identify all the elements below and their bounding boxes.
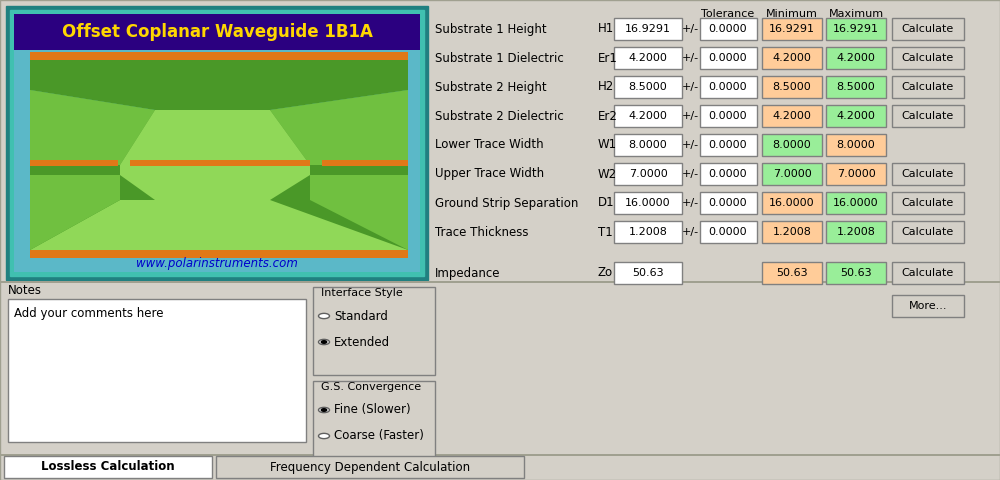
- Text: 50.63: 50.63: [840, 268, 872, 278]
- Text: Maximum: Maximum: [828, 9, 884, 19]
- Text: W1: W1: [196, 269, 214, 279]
- Text: 16.9291: 16.9291: [625, 24, 671, 34]
- Text: 16.0000: 16.0000: [769, 198, 815, 208]
- Text: 0.0000: 0.0000: [709, 111, 747, 121]
- Text: 0.0000: 0.0000: [709, 82, 747, 92]
- Text: Er2: Er2: [66, 106, 87, 119]
- Text: Add your comments here: Add your comments here: [14, 307, 164, 320]
- Text: Tolerance: Tolerance: [701, 9, 755, 19]
- Text: 1.2008: 1.2008: [837, 227, 875, 237]
- Text: 7.0000: 7.0000: [837, 169, 875, 179]
- Text: Calculate: Calculate: [902, 268, 954, 278]
- Text: T1: T1: [408, 51, 422, 61]
- Text: 8.5000: 8.5000: [837, 82, 875, 92]
- Text: Substrate 2 Height: Substrate 2 Height: [435, 81, 547, 94]
- Text: +/-: +/-: [681, 140, 699, 150]
- Text: 7.0000: 7.0000: [629, 169, 667, 179]
- Text: Calculate: Calculate: [902, 24, 954, 34]
- Text: +/-: +/-: [681, 24, 699, 34]
- Text: H1: H1: [598, 23, 614, 36]
- Text: 8.0000: 8.0000: [629, 140, 667, 150]
- Text: Zo: Zo: [598, 266, 613, 279]
- Text: Substrate 2 Dielectric: Substrate 2 Dielectric: [435, 109, 564, 122]
- Text: Calculate: Calculate: [902, 169, 954, 179]
- Text: T1: T1: [598, 226, 613, 239]
- Text: Upper Trace Width: Upper Trace Width: [435, 168, 544, 180]
- Text: Lossless Calculation: Lossless Calculation: [41, 460, 175, 473]
- Text: 4.2000: 4.2000: [629, 53, 667, 63]
- Text: More...: More...: [909, 301, 947, 311]
- Text: 0.0000: 0.0000: [709, 227, 747, 237]
- Text: W2: W2: [166, 26, 184, 36]
- Text: Calculate: Calculate: [902, 227, 954, 237]
- Text: Lower Trace Width: Lower Trace Width: [435, 139, 544, 152]
- Text: 0.0000: 0.0000: [709, 140, 747, 150]
- Text: Er2: Er2: [598, 109, 618, 122]
- Text: 4.2000: 4.2000: [773, 53, 811, 63]
- Text: Calculate: Calculate: [902, 53, 954, 63]
- Text: W2: W2: [598, 168, 617, 180]
- Text: 4.2000: 4.2000: [629, 111, 667, 121]
- Text: Calculate: Calculate: [902, 111, 954, 121]
- Text: 1.2008: 1.2008: [773, 227, 811, 237]
- Text: Substrate 1 Height: Substrate 1 Height: [435, 23, 547, 36]
- Text: Notes: Notes: [8, 285, 42, 298]
- Text: Calculate: Calculate: [902, 198, 954, 208]
- Text: +/-: +/-: [681, 53, 699, 63]
- Text: +/-: +/-: [681, 169, 699, 179]
- Text: 8.0000: 8.0000: [773, 140, 811, 150]
- Text: D1: D1: [598, 196, 615, 209]
- Text: Interface Style: Interface Style: [321, 288, 403, 298]
- Text: D1: D1: [232, 26, 248, 36]
- Text: Minimum: Minimum: [766, 9, 818, 19]
- Text: 0.0000: 0.0000: [709, 198, 747, 208]
- Text: 16.0000: 16.0000: [833, 198, 879, 208]
- Text: +/-: +/-: [681, 111, 699, 121]
- Text: 7.0000: 7.0000: [773, 169, 811, 179]
- Text: 8.0000: 8.0000: [837, 140, 875, 150]
- Text: 50.63: 50.63: [632, 268, 664, 278]
- Text: Extended: Extended: [334, 336, 390, 348]
- Text: H1: H1: [13, 206, 28, 216]
- Text: 4.2000: 4.2000: [773, 111, 811, 121]
- Text: 0.0000: 0.0000: [709, 169, 747, 179]
- Text: 0.0000: 0.0000: [709, 53, 747, 63]
- Text: Ground Strip Separation: Ground Strip Separation: [435, 196, 578, 209]
- Text: +/-: +/-: [681, 198, 699, 208]
- Text: Trace Thickness: Trace Thickness: [435, 226, 528, 239]
- Text: 8.5000: 8.5000: [629, 82, 667, 92]
- Text: 4.2000: 4.2000: [837, 53, 875, 63]
- Text: Fine (Slower): Fine (Slower): [334, 404, 411, 417]
- Text: 1.2008: 1.2008: [629, 227, 667, 237]
- Text: 50.63: 50.63: [776, 268, 808, 278]
- Text: 16.0000: 16.0000: [625, 198, 671, 208]
- Text: Coarse (Faster): Coarse (Faster): [334, 430, 424, 443]
- Text: 0.0000: 0.0000: [709, 24, 747, 34]
- Text: H2: H2: [598, 81, 614, 94]
- Text: Substrate 1 Dielectric: Substrate 1 Dielectric: [435, 51, 564, 64]
- Text: 4.2000: 4.2000: [837, 111, 875, 121]
- Text: www.polarinstruments.com: www.polarinstruments.com: [136, 256, 298, 269]
- Text: +/-: +/-: [681, 82, 699, 92]
- Text: Calculate: Calculate: [902, 82, 954, 92]
- Text: +/-: +/-: [681, 227, 699, 237]
- Text: Frequency Dependent Calculation: Frequency Dependent Calculation: [270, 460, 470, 473]
- Text: Er1: Er1: [66, 204, 87, 216]
- Text: 8.5000: 8.5000: [773, 82, 811, 92]
- Text: Impedance: Impedance: [435, 266, 501, 279]
- Text: 16.9291: 16.9291: [833, 24, 879, 34]
- Text: H2: H2: [13, 107, 28, 117]
- Text: Standard: Standard: [334, 310, 388, 323]
- Text: G.S. Convergence: G.S. Convergence: [321, 382, 421, 392]
- Text: Offset Coplanar Waveguide 1B1A: Offset Coplanar Waveguide 1B1A: [62, 23, 372, 41]
- Text: 16.9291: 16.9291: [769, 24, 815, 34]
- Text: W1: W1: [598, 139, 617, 152]
- Text: Er1: Er1: [598, 51, 618, 64]
